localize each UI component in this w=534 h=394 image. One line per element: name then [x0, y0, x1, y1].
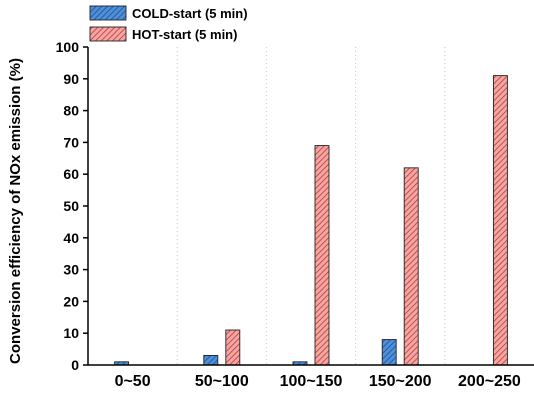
grid-lines	[176, 47, 446, 365]
bars	[114, 75, 508, 366]
y-tick-label: 70	[63, 134, 79, 150]
y-tick-label: 10	[63, 325, 79, 341]
legend-swatch-hot	[89, 26, 127, 42]
bar-cold-3	[381, 339, 397, 366]
y-tick-label: 30	[63, 262, 79, 278]
legend-label-cold: COLD-start (5 min)	[132, 6, 248, 21]
y-tick-label: 40	[63, 230, 79, 246]
x-tick-label: 150~200	[369, 373, 432, 390]
y-tick-label: 80	[63, 103, 79, 119]
bar-hot-3	[403, 167, 419, 366]
x-tick-label: 0~50	[115, 373, 151, 390]
y-tick-label: 100	[56, 39, 80, 55]
y-tick-label: 0	[71, 357, 79, 373]
legend-swatch-cold	[89, 5, 127, 21]
axes	[83, 46, 534, 366]
legend-label-hot: HOT-start (5 min)	[132, 27, 237, 42]
bar-hot-2	[314, 145, 330, 366]
x-tick-label: 100~150	[280, 373, 343, 390]
y-axis-title: Conversion efficiency of NOx emission (%…	[7, 58, 24, 364]
legend: COLD-start (5 min) HOT-start (5 min)	[89, 5, 248, 42]
y-tick-label: 50	[63, 198, 79, 214]
y-tick-label: 90	[63, 71, 79, 87]
y-tick-label: 60	[63, 166, 79, 182]
bar-hot-4	[492, 75, 508, 366]
x-tick-label: 200~250	[458, 373, 521, 390]
x-tick-label: 50~100	[195, 373, 249, 390]
bar-cold-1	[203, 355, 219, 366]
bar-hot-1	[225, 329, 241, 366]
tick-labels: 0 10 20 30 40 50 60 70 80 90 100 0~50 50~100 100~150 1…	[56, 39, 521, 390]
y-tick-label: 20	[63, 293, 79, 309]
